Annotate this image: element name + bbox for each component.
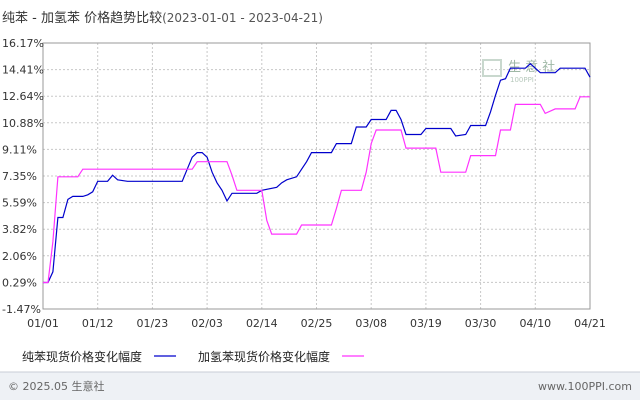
series-line-1 [43,62,591,284]
x-tick-label: 03/19 [410,317,442,330]
x-tick-label: 01/01 [27,317,59,330]
x-tick-label: 02/03 [191,317,223,330]
legend-label-2: 加氢苯现货价格变化幅度 [198,349,330,364]
plot-border [42,42,591,310]
legend-label-1: 纯苯现货价格变化幅度 [22,349,142,364]
y-axis: 16.17% 14.41% 12.64% 10.88% 9.11% 7.35% 5.59% 3… [2,37,44,316]
x-axis: 01/01 01/12 01/23 02/03 02/14 02/25 03/08 03/19… [27,317,606,330]
x-tick-label: 02/14 [246,317,278,330]
y-tick-label: 7.35% [2,170,37,183]
watermark: 生 意 社 100PPI [482,59,555,84]
x-tick-label: 01/12 [82,317,114,330]
grid-lines [43,42,590,310]
y-tick-label: 3.82% [2,223,37,236]
footer-url[interactable]: www.100PPI.com [538,380,632,393]
x-tick-label: 01/23 [137,317,169,330]
y-tick-label: 10.88% [2,117,44,130]
chart-title-text: 纯苯 - 加氢苯 价格趋势比较 [2,10,162,26]
footer-bar [0,372,640,400]
y-tick-label: -1.47% [2,303,41,316]
y-tick-label: 9.11% [2,143,37,156]
chart-title: 纯苯 - 加氢苯 价格趋势比较(2023-01-01 - 2023-04-21) [2,10,323,26]
watermark-logo-icon [482,59,502,77]
y-tick-label: 0.29% [2,276,37,289]
x-tick-label: 03/30 [465,317,497,330]
chart-subtitle: (2023-01-01 - 2023-04-21) [162,11,323,25]
legend: 纯苯现货价格变化幅度 加氢苯现货价格变化幅度 [22,349,365,364]
x-tick-label: 03/08 [355,317,387,330]
y-tick-label: 12.64% [2,90,44,103]
watermark-sub: 100PPI [510,76,534,84]
y-tick-label: 5.59% [2,197,37,210]
y-tick-label: 14.41% [2,64,44,77]
y-tick-label: 2.06% [2,250,37,263]
x-tick-label: 02/25 [301,317,333,330]
watermark-text: 生 意 社 [508,59,555,75]
x-tick-label: 04/21 [574,317,606,330]
x-tick-label: 04/10 [519,317,551,330]
footer-copyright: © 2025.05 生意社 [8,379,104,393]
series-lines [42,62,591,284]
y-tick-label: 16.17% [2,37,44,50]
